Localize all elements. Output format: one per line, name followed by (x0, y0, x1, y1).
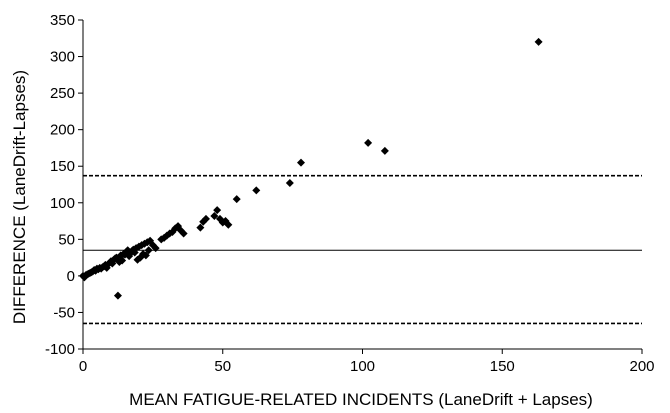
data-point-28 (118, 256, 127, 265)
data-point-68 (224, 220, 233, 229)
y-tick-label-8: 300 (50, 49, 75, 66)
data-point-74 (380, 146, 389, 155)
data-point-60 (196, 223, 205, 232)
tick-labels: -100 -50 0 50 100 150 200 250 300 350 0 50 100 150 200 (45, 12, 655, 375)
data-point-59 (179, 229, 188, 238)
data-point-71 (285, 179, 294, 188)
y-tick-label-2: 0 (67, 268, 75, 285)
data-points (79, 37, 543, 300)
data-point-72 (297, 158, 306, 167)
y-tick-label-4: 100 (50, 195, 75, 212)
axes (78, 19, 643, 354)
y-tick-label-7: 250 (50, 85, 75, 102)
y-axis-title: DIFFERENCE (LaneDrift-Lapses) (10, 70, 29, 324)
data-point-50 (151, 244, 160, 253)
x-tick-label-3: 150 (490, 358, 515, 375)
x-tick-label-1: 50 (214, 358, 231, 375)
data-point-64 (213, 206, 222, 215)
data-point-70 (252, 186, 261, 195)
data-point-69 (232, 195, 241, 204)
data-point-75 (534, 37, 543, 46)
data-point-25 (113, 291, 122, 300)
data-point-63 (210, 211, 219, 220)
data-point-47 (144, 246, 153, 255)
y-tick-label-3: 50 (58, 231, 75, 248)
y-tick-label-0: -100 (45, 341, 75, 358)
data-point-43 (139, 249, 148, 258)
data-point-62 (201, 214, 210, 223)
x-tick-label-4: 200 (629, 358, 654, 375)
x-tick-label-2: 100 (350, 358, 375, 375)
reference-lines (83, 174, 642, 325)
y-tick-label-6: 200 (50, 122, 75, 139)
x-tick-label-0: 0 (79, 358, 87, 375)
y-tick-label-1: -50 (53, 304, 75, 321)
data-point-73 (364, 138, 373, 147)
x-axis-title: MEAN FATIGUE-RELATED INCIDENTS (LaneDrif… (129, 390, 593, 409)
y-tick-label-9: 350 (50, 12, 75, 29)
y-tick-label-5: 150 (50, 158, 75, 175)
